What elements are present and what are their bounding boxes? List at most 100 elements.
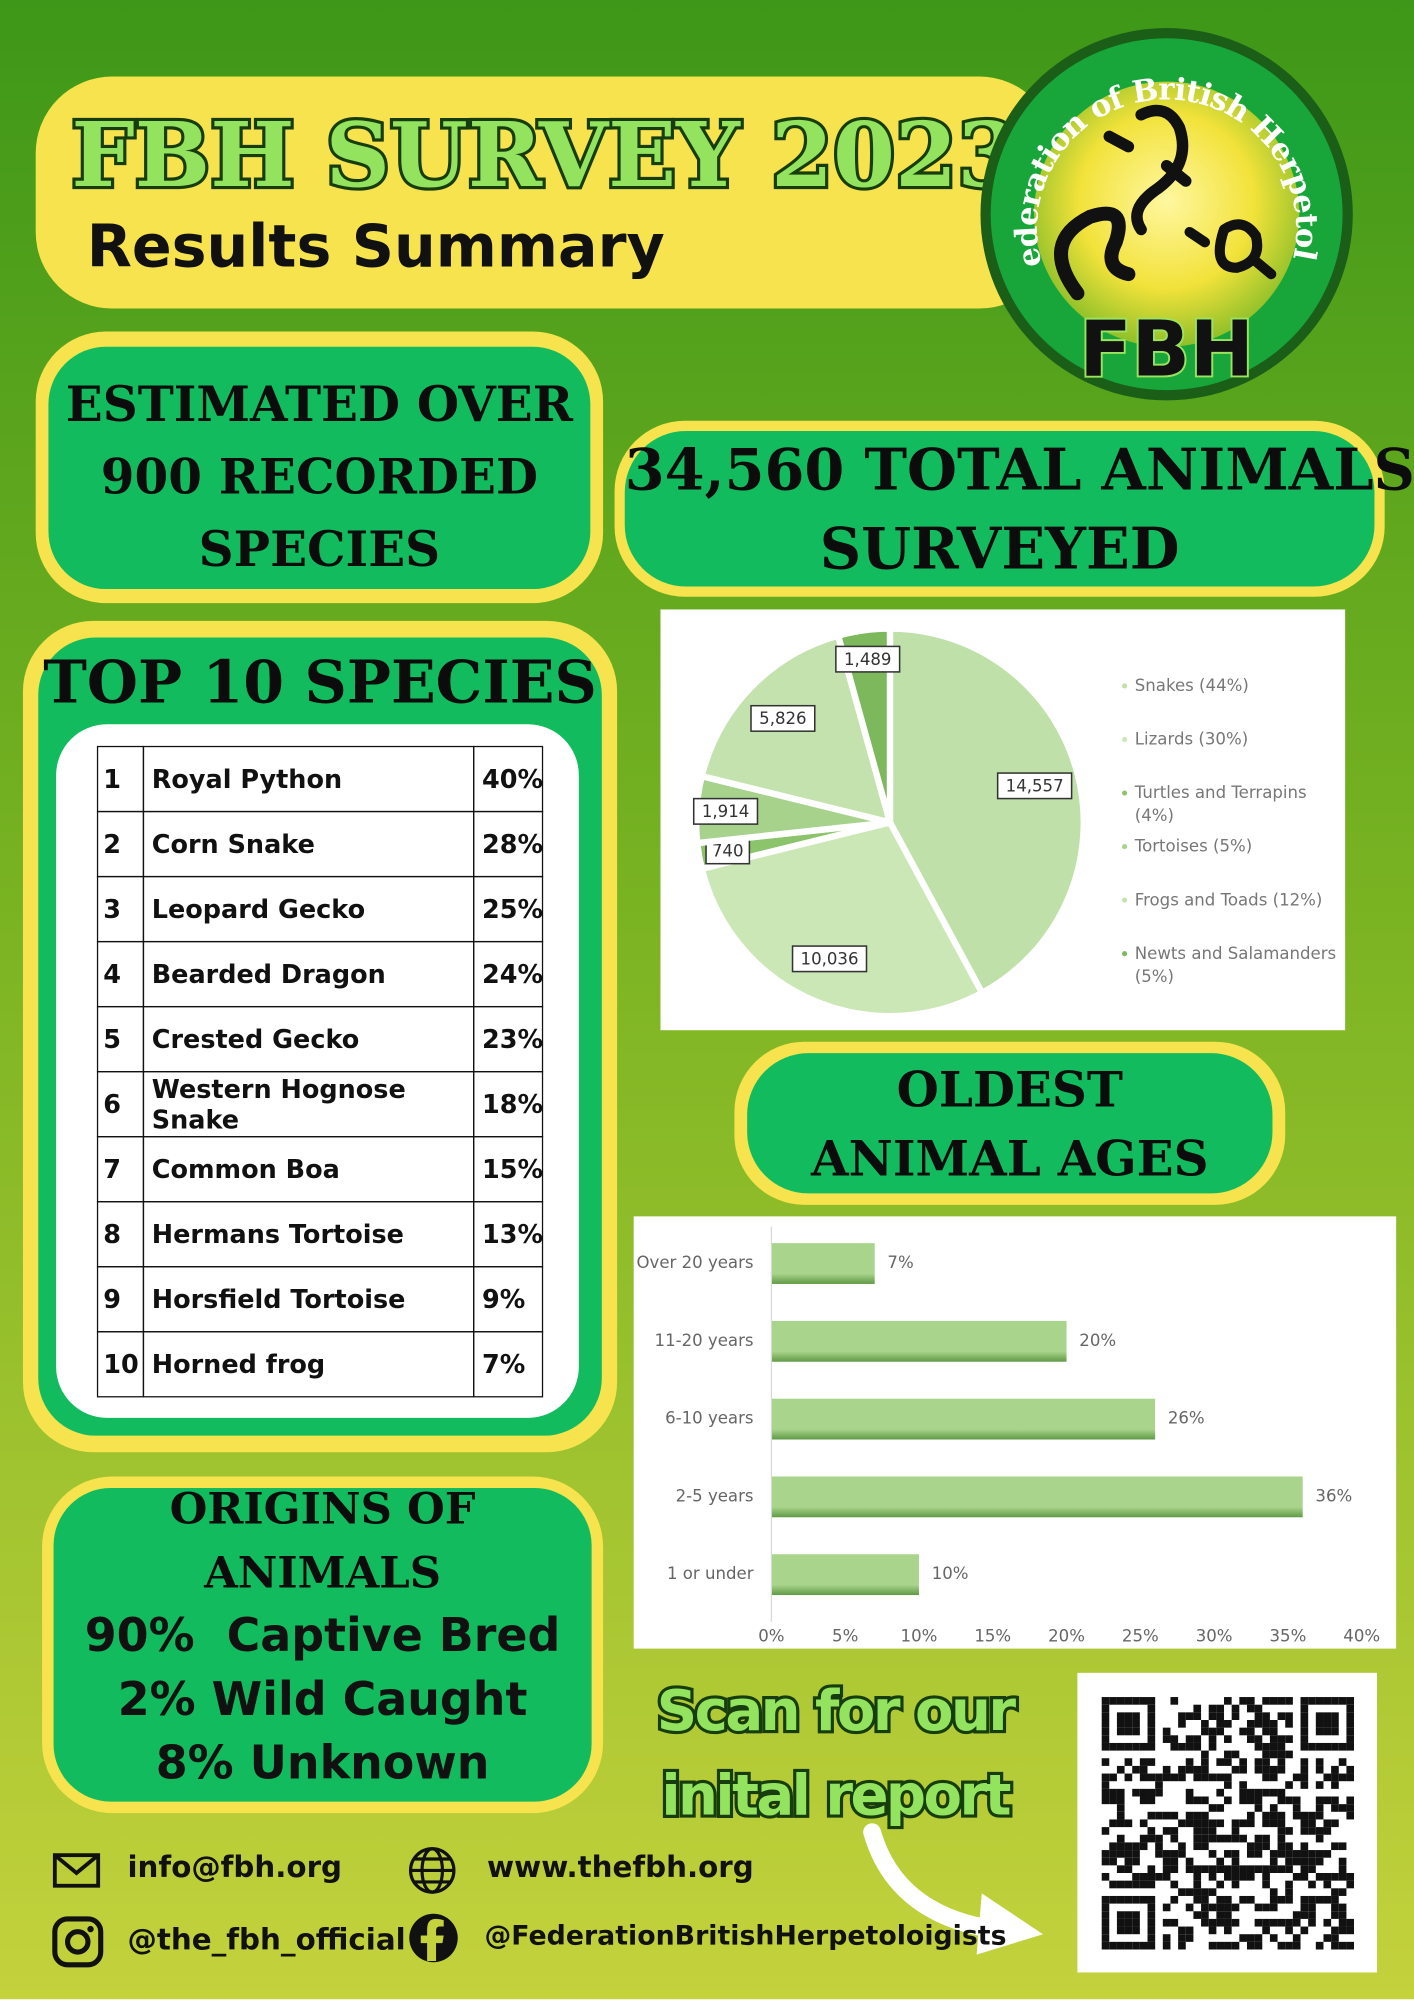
qr-module: [1224, 1903, 1232, 1912]
table-cell: 7%: [473, 1331, 544, 1398]
legend-marker: [1122, 736, 1128, 743]
qr-module: [1231, 1941, 1240, 1950]
qr-module: [1116, 1727, 1125, 1736]
qr-module: [1254, 1742, 1263, 1751]
y-tick-label: 6-10 years: [665, 1409, 753, 1428]
qr-module: [1292, 1941, 1301, 1950]
qr-module: [1346, 1727, 1355, 1736]
qr-module: [1193, 1911, 1202, 1919]
qr-module: [1323, 1727, 1332, 1736]
qr-module: [1315, 1827, 1324, 1835]
qr-module: [1331, 1697, 1339, 1705]
scan-line: Scan for our: [654, 1676, 1020, 1747]
qr-module: [1185, 1811, 1194, 1820]
qr-module: [1132, 1712, 1140, 1721]
qr-module: [1246, 1842, 1255, 1851]
qr-module: [1308, 1697, 1316, 1705]
qr-module: [1124, 1742, 1133, 1751]
qr-module: [1132, 1850, 1140, 1858]
qr-module: [1193, 1704, 1202, 1713]
qr-module: [1300, 1727, 1309, 1736]
legend-label: Snakes (44%): [1134, 677, 1249, 697]
legend-marker: [1122, 844, 1128, 850]
qr-module: [1300, 1720, 1309, 1728]
qr-module: [1208, 1735, 1217, 1743]
table-cell: Horned frog: [142, 1331, 475, 1398]
bar: [771, 1320, 1067, 1362]
qr-module: [1300, 1781, 1309, 1789]
qr-module: [1315, 1804, 1324, 1812]
table-cell: 10: [96, 1331, 145, 1398]
qr-module: [1193, 1773, 1202, 1782]
legend-label: Turtles and Terrapins (4%): [1134, 784, 1307, 827]
instagram[interactable]: @the_fbh_official: [127, 1924, 406, 1958]
qr-module: [1132, 1727, 1140, 1736]
website[interactable]: www.thefbh.org: [487, 1851, 754, 1885]
qr-module: [1155, 1781, 1163, 1789]
qr-module: [1185, 1857, 1194, 1866]
qr-module: [1139, 1873, 1148, 1881]
qr-module: [1269, 1720, 1278, 1728]
qr-module: [1124, 1819, 1133, 1828]
qr-module: [1139, 1819, 1148, 1828]
qr-module: [1254, 1796, 1263, 1805]
qr-module: [1216, 1804, 1225, 1812]
qr-module: [1331, 1796, 1339, 1805]
qr-module: [1308, 1903, 1316, 1912]
table-cell: 18%: [473, 1071, 544, 1138]
table-cell: 1: [96, 745, 145, 813]
qr-module: [1262, 1773, 1270, 1782]
qr-module: [1208, 1865, 1217, 1874]
qr-module: [1338, 1918, 1347, 1927]
qr-module: [1162, 1857, 1171, 1866]
email[interactable]: info@fbh.org: [127, 1851, 343, 1885]
qr-module: [1331, 1720, 1339, 1728]
qr-module: [1185, 1796, 1194, 1805]
qr-module: [1208, 1742, 1217, 1751]
x-tick-label: 5%: [832, 1627, 858, 1646]
qr-module: [1292, 1911, 1301, 1919]
qr-module: [1139, 1941, 1148, 1950]
qr-module: [1224, 1895, 1232, 1904]
qr-module: [1162, 1934, 1171, 1942]
legend-label: Lizards (30%): [1134, 730, 1249, 750]
legend-marker: [1122, 683, 1128, 689]
qr-module: [1116, 1850, 1125, 1858]
qr-module: [1147, 1788, 1156, 1797]
qr-module: [1323, 1742, 1332, 1751]
qr-module: [1116, 1788, 1125, 1797]
qr-module: [1139, 1773, 1148, 1782]
qr-module: [1170, 1697, 1179, 1705]
qr-module: [1315, 1742, 1324, 1751]
qr-module: [1338, 1842, 1347, 1851]
qr-module: [1101, 1781, 1110, 1789]
qr-module: [1178, 1712, 1186, 1721]
qr-module: [1201, 1834, 1209, 1843]
qr-module: [1300, 1697, 1309, 1705]
table-cell: 15%: [473, 1136, 544, 1203]
qr-module: [1346, 1704, 1355, 1713]
bar: [771, 1476, 1303, 1518]
qr-module: [1162, 1865, 1171, 1874]
facebook[interactable]: @FederationBritishHerpetoloigists: [484, 1920, 1007, 1951]
qr-module: [1338, 1773, 1347, 1782]
qr-code[interactable]: [1101, 1697, 1355, 1950]
qr-module: [1147, 1697, 1156, 1705]
qr-module: [1101, 1742, 1110, 1751]
qr-module: [1124, 1727, 1133, 1736]
qr-module: [1139, 1758, 1148, 1766]
qr-module: [1269, 1888, 1278, 1896]
qr-module: [1285, 1857, 1293, 1866]
qr-module: [1216, 1918, 1225, 1927]
qr-module: [1208, 1888, 1217, 1896]
qr-module: [1315, 1873, 1324, 1881]
qr-module: [1201, 1765, 1209, 1774]
table-cell: Western Hognose Snake: [142, 1071, 475, 1138]
qr-module: [1246, 1788, 1255, 1797]
qr-module: [1224, 1781, 1232, 1789]
qr-module: [1315, 1712, 1324, 1721]
legend-label: Newts and Salamanders (5%): [1134, 944, 1337, 987]
qr-module: [1292, 1918, 1301, 1927]
qr-module: [1239, 1819, 1247, 1828]
